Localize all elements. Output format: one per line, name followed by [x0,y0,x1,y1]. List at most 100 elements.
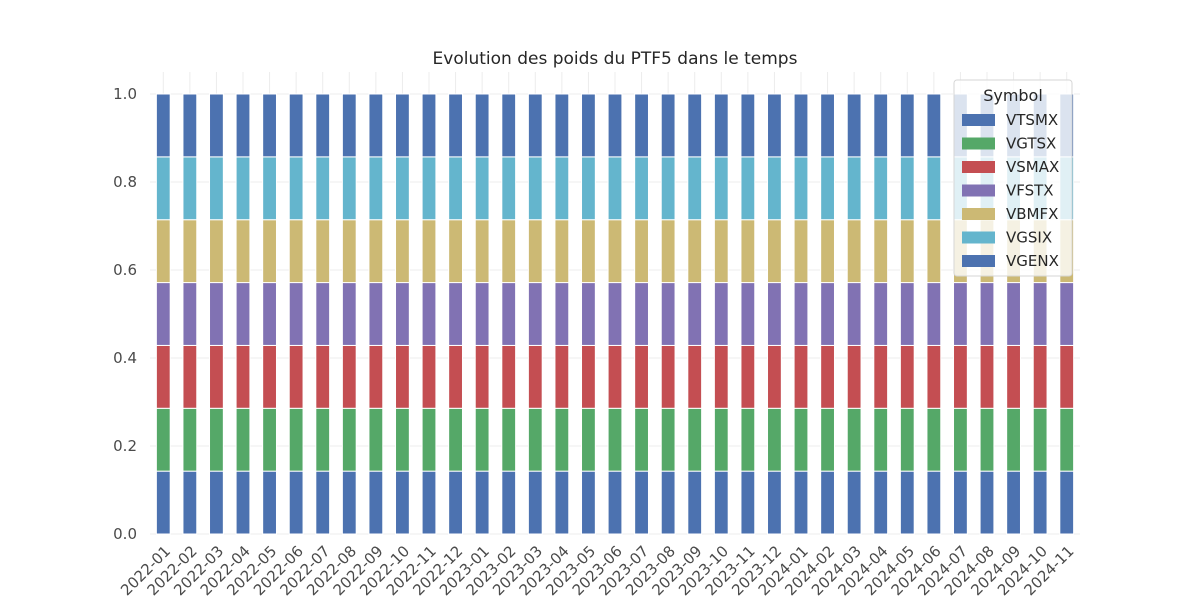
bar-segment-vfstx [554,282,570,346]
bar-segment-vsmax [820,344,835,409]
x-axis-ticks: 2022-012022-022022-032022-042022-052022-… [117,542,1077,599]
bar-segment-vsmax [209,344,224,409]
bar-segment-vbmfx [820,219,835,284]
legend-swatch [962,137,995,150]
bar-segment-vtsmx [581,470,596,535]
bar-segment-vtsmx [767,470,782,535]
bar-segment-vgenx [235,93,251,158]
bar-segment-vgsix [873,156,889,221]
legend-label: VGENX [1006,252,1059,270]
legend-label: VBMFX [1006,205,1058,223]
bar-segment-vgsix [315,156,331,221]
y-tick-label: 0.2 [113,437,137,455]
bar-segment-vgtsx [341,407,357,472]
bar-segment-vtsmx [846,470,862,535]
bar-segment-vgsix [527,156,543,221]
bar-segment-vtsmx [288,470,304,535]
bar-segment-vsmax [634,344,649,409]
bar-segment-vgtsx [368,407,384,472]
bar-segment-vsmax [899,344,915,409]
bar-segment-vbmfx [660,219,676,284]
bar-segment-vgenx [846,93,862,158]
bar-segment-vsmax [315,344,331,409]
bar-segment-vtsmx [368,470,384,535]
bar-segment-vtsmx [899,470,915,535]
bar-segment-vsmax [846,344,862,409]
bar-segment-vsmax [182,344,198,409]
bar-segment-vsmax [527,344,543,409]
bar-segment-vbmfx [209,219,224,284]
bar-segment-vfstx [1032,282,1048,346]
bar-segment-vsmax [448,344,463,409]
bar-segment-vfstx [713,282,729,346]
bar-segment-vgtsx [687,407,703,472]
bar-segment-vgtsx [554,407,570,472]
bar-segment-vbmfx [873,219,889,284]
bar-segment-vgtsx [793,407,809,472]
legend: Symbol VTSMX VGTSX VSMAX VFSTX VBMFX VGSIX VGE… [953,79,1073,277]
bar-segment-vgenx [607,93,623,158]
bar-segment-vgtsx [873,407,889,472]
bar-segment-vgenx [634,93,649,158]
bar-segment-vgtsx [660,407,676,472]
bar-segment-vgenx [209,93,224,158]
legend-swatch [962,114,995,126]
bar-segment-vgsix [634,156,649,221]
bar-segment-vsmax [926,344,942,409]
bar-segment-vgsix [474,156,490,221]
bar-segment-vgtsx [634,407,649,472]
bar-segment-vbmfx [235,219,251,284]
bar-segment-vbmfx [262,219,277,284]
bar-segment-vfstx [767,282,782,346]
bar-segment-vgsix [767,156,782,221]
bar-segment-vtsmx [926,470,942,535]
bar-segment-vtsmx [660,470,676,535]
bar-segment-vfstx [793,282,809,346]
bar-segment-vgsix [740,156,756,221]
legend-label: VFSTX [1006,182,1054,200]
bar-segment-vsmax [501,344,517,409]
y-axis-ticks: 0.0 0.2 0.4 0.6 0.8 1.0 [113,85,137,543]
bar-segment-vgsix [182,156,198,221]
bar-segment-vfstx [1059,282,1075,346]
bar-segment-vgenx [501,93,517,158]
bar-segment-vtsmx [953,470,968,535]
bar-segment-vfstx [235,282,251,346]
bar-segment-vtsmx [235,470,251,535]
bar-segment-vtsmx [155,470,171,535]
bar-segment-vgtsx [501,407,517,472]
bar-segment-vgenx [767,93,782,158]
bar-segment-vgenx [421,93,437,158]
bar-segment-vfstx [315,282,331,346]
bar-segment-vbmfx [448,219,463,284]
bar-segment-vgsix [262,156,277,221]
bar-segment-vgtsx [1059,407,1075,472]
bar-segment-vbmfx [793,219,809,284]
bar-segment-vfstx [182,282,198,346]
bar-segment-vgsix [209,156,224,221]
bar-segment-vtsmx [448,470,463,535]
bar-segment-vsmax [1032,344,1048,409]
bar-segment-vfstx [581,282,596,346]
bar-segment-vgtsx [1032,407,1048,472]
bar-segment-vgsix [341,156,357,221]
bar-segment-vgtsx [527,407,543,472]
bar-segment-vfstx [1006,282,1021,346]
bar-segment-vtsmx [527,470,543,535]
bar-segment-vgsix [926,156,942,221]
bar-segment-vgtsx [448,407,463,472]
bar-segment-vfstx [155,282,171,346]
bar-segment-vgtsx [607,407,623,472]
bar-segment-vgenx [262,93,277,158]
legend-label: VGSIX [1006,229,1052,247]
bar-segment-vfstx [820,282,835,346]
bar-segment-vgsix [395,156,410,221]
bar-segment-vgtsx [155,407,171,472]
bar-segment-vgenx [527,93,543,158]
bar-segment-vbmfx [554,219,570,284]
bar-segment-vbmfx [474,219,490,284]
bar-segment-vgtsx [713,407,729,472]
bar-segment-vtsmx [554,470,570,535]
legend-title: Symbol [983,86,1043,105]
